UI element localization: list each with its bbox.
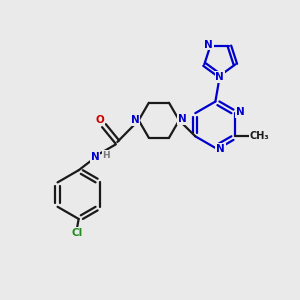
Text: N: N [131, 115, 140, 125]
Text: Cl: Cl [72, 228, 83, 238]
Text: N: N [216, 144, 225, 154]
Text: O: O [95, 115, 104, 125]
Text: H: H [103, 151, 110, 160]
Text: N: N [215, 72, 224, 82]
Text: N: N [91, 152, 99, 162]
Text: CH₃: CH₃ [249, 131, 269, 141]
Text: N: N [178, 114, 187, 124]
Text: N: N [204, 40, 213, 50]
Text: N: N [236, 107, 245, 117]
